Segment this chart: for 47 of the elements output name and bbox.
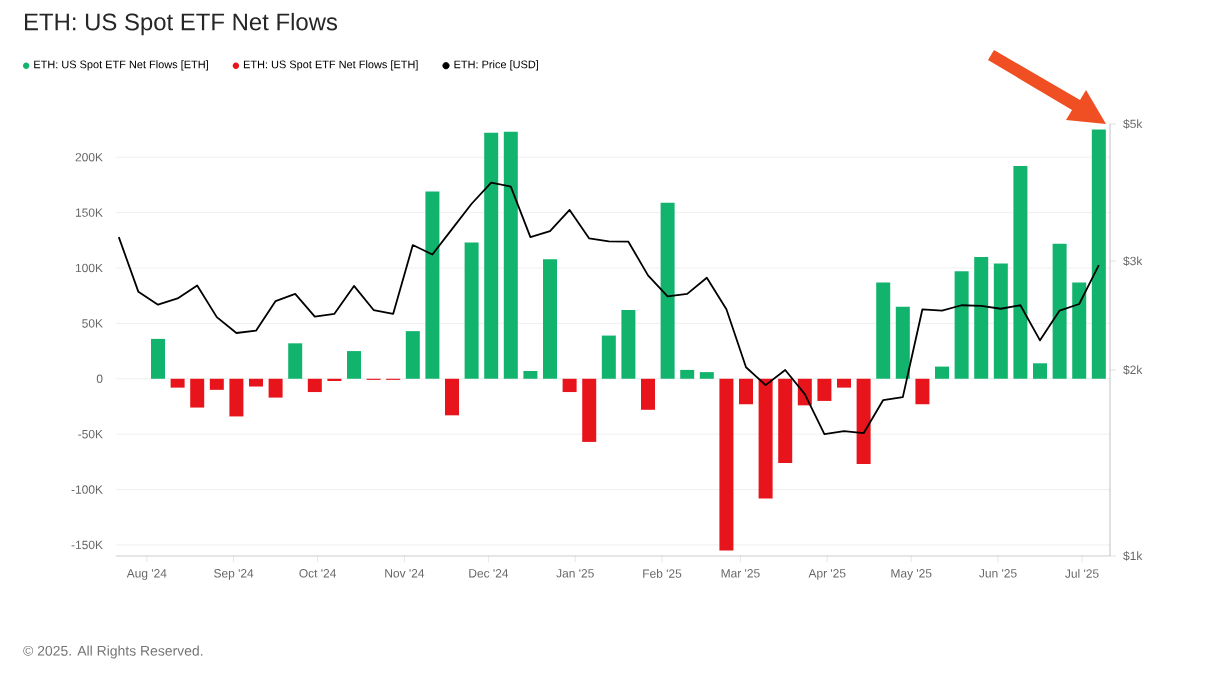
bar [347,351,362,379]
bar [699,372,714,379]
line-series [117,181,1100,435]
bar [758,378,773,499]
bar [621,310,636,379]
bar [660,202,675,379]
bar [249,378,263,387]
bar [974,256,989,379]
bar [601,335,616,379]
bar [856,378,871,465]
bar [935,366,950,379]
chart-title: ETH: US Spot ETF Net Flows [25,12,338,36]
bar [641,378,656,410]
bar [405,331,420,379]
bar [190,378,205,408]
bar [739,378,754,405]
bar [464,242,479,379]
bar [523,371,538,379]
bar [993,263,1008,379]
bar [268,378,283,398]
bar [562,378,577,393]
bar [503,131,518,379]
bar [915,378,930,405]
bar [288,343,303,379]
bar [151,338,165,379]
bar [209,378,224,390]
bar [895,306,910,379]
bar [582,378,597,442]
bar [1091,129,1106,379]
bar [229,378,244,417]
bar [1052,243,1067,379]
bar [425,191,440,379]
bar [817,378,832,401]
bar [837,378,852,388]
bar [876,282,891,379]
bar [778,378,793,463]
bar [1033,363,1048,379]
bar [543,259,558,379]
bar [680,369,695,379]
bar [484,132,499,379]
bar [954,271,969,379]
bar [170,378,185,388]
bar [1013,166,1028,379]
bar [719,378,734,551]
bar [1072,282,1087,379]
bar [445,378,460,416]
bar [307,378,322,393]
